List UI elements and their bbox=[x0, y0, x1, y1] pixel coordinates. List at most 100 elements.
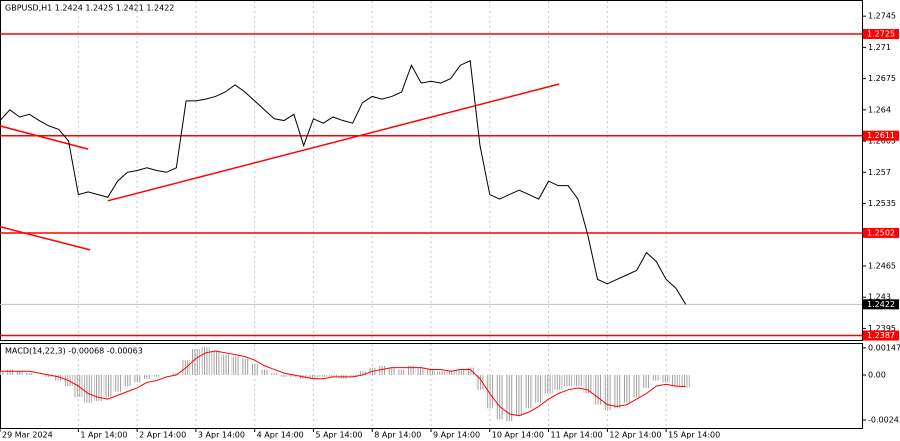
series-line bbox=[0, 60, 687, 305]
histogram-bar bbox=[554, 375, 563, 390]
histogram-bar bbox=[671, 375, 680, 387]
histogram-bar bbox=[211, 350, 220, 376]
histogram-bar bbox=[652, 375, 661, 381]
price-panel bbox=[0, 0, 863, 341]
y-tick-label: 1.2535 bbox=[868, 199, 896, 208]
histogram-bar bbox=[515, 375, 524, 416]
level-label: 1.2502 bbox=[867, 228, 895, 237]
histogram-bar bbox=[113, 375, 122, 392]
histogram-bar bbox=[358, 371, 367, 376]
histogram-bar bbox=[172, 373, 181, 376]
histogram-bar bbox=[475, 375, 484, 390]
trend-line bbox=[0, 125, 89, 150]
histogram-bar bbox=[133, 375, 142, 383]
y-tick-label: 1.2465 bbox=[868, 261, 896, 270]
histogram-bar bbox=[417, 367, 426, 376]
histogram-bar bbox=[466, 367, 475, 376]
histogram-bar bbox=[201, 347, 210, 376]
x-tick-label: 10 Apr 14:00 bbox=[492, 431, 544, 440]
current-price-box bbox=[863, 299, 899, 310]
histogram-bar bbox=[485, 375, 494, 409]
histogram-bar bbox=[573, 375, 582, 387]
level-label: 1.2725 bbox=[867, 30, 895, 39]
histogram-bar bbox=[681, 375, 690, 388]
histogram-bar bbox=[427, 369, 435, 376]
histogram-bar bbox=[456, 369, 465, 376]
histogram-bar bbox=[348, 375, 357, 377]
histogram-bar bbox=[250, 363, 259, 376]
x-tick-label: 8 Apr 14:00 bbox=[374, 431, 421, 440]
histogram-bar bbox=[505, 375, 514, 422]
series-line bbox=[0, 350, 686, 417]
histogram-bar bbox=[221, 354, 230, 376]
y-tick-label: 0.00147 bbox=[868, 343, 900, 352]
histogram-bar bbox=[231, 356, 240, 376]
trend-line bbox=[0, 225, 91, 251]
y-tick-label: 1.243 bbox=[868, 293, 891, 302]
y-tick-label: 1.2395 bbox=[868, 324, 896, 333]
y-tick-label: 1.2675 bbox=[868, 74, 896, 83]
histogram-bar bbox=[642, 375, 651, 388]
level-label-box bbox=[863, 29, 899, 40]
level-label: 1.2611 bbox=[867, 131, 895, 140]
x-tick-label: 15 Apr 14:00 bbox=[668, 431, 720, 440]
histogram-bar bbox=[564, 375, 573, 387]
histogram-bar bbox=[319, 375, 328, 377]
histogram-bar bbox=[0, 371, 4, 376]
y-tick-label: 0.00 bbox=[868, 371, 886, 380]
histogram-bar bbox=[142, 375, 151, 379]
histogram-bar bbox=[544, 375, 553, 394]
x-tick-label: 11 Apr 14:00 bbox=[551, 431, 603, 440]
histogram-bar bbox=[407, 365, 416, 376]
histogram-bar bbox=[270, 373, 279, 376]
histogram-bar bbox=[25, 373, 34, 376]
histogram-bar bbox=[613, 375, 622, 409]
current-price-label: 1.2422 bbox=[867, 300, 895, 309]
x-tick-label: 9 Apr 14:00 bbox=[433, 431, 480, 440]
level-label: 1.2387 bbox=[867, 331, 895, 340]
histogram-bar bbox=[240, 358, 249, 376]
histogram-bar bbox=[446, 371, 455, 376]
histogram-bar bbox=[583, 375, 592, 394]
x-tick-label: 1 Apr 14:00 bbox=[80, 431, 127, 440]
histogram-bar bbox=[260, 369, 269, 376]
histogram-bar bbox=[5, 369, 14, 376]
histogram-bar bbox=[309, 375, 318, 379]
histogram-bar bbox=[524, 375, 533, 409]
y-tick-label: -0.00243 bbox=[868, 415, 900, 424]
level-label-box bbox=[863, 227, 899, 238]
y-tick-label: 1.2605 bbox=[868, 137, 896, 146]
histogram-bar bbox=[152, 375, 161, 377]
histogram-bar bbox=[534, 375, 543, 403]
x-tick-label: 5 Apr 14:00 bbox=[315, 431, 362, 440]
histogram-bar bbox=[84, 375, 93, 403]
histogram-bar bbox=[280, 375, 289, 377]
x-tick-label: 12 Apr 14:00 bbox=[609, 431, 661, 440]
y-tick-label: 1.2745 bbox=[868, 12, 896, 21]
histogram-bar bbox=[54, 375, 63, 381]
histogram-bar bbox=[436, 371, 445, 376]
histogram-bar bbox=[329, 375, 338, 377]
histogram-bar bbox=[103, 375, 112, 398]
histogram-bar bbox=[495, 375, 504, 420]
histogram-bar bbox=[191, 349, 200, 376]
histogram-bar bbox=[378, 365, 387, 376]
level-label-box bbox=[863, 330, 899, 341]
histogram-bar bbox=[632, 375, 641, 398]
x-tick-label: 2 Apr 14:00 bbox=[139, 431, 186, 440]
y-tick-label: 1.271 bbox=[868, 43, 891, 52]
x-tick-label: 4 Apr 14:00 bbox=[257, 431, 304, 440]
chart-title: GBPUSD,H1 1.2424 1.2425 1.2421 1.2422 bbox=[5, 4, 174, 13]
histogram-bar bbox=[15, 371, 24, 376]
x-tick-label: 29 Mar 2024 bbox=[2, 431, 53, 440]
histogram-bar bbox=[44, 375, 53, 377]
y-tick-label: 1.264 bbox=[868, 105, 891, 114]
x-tick-label: 3 Apr 14:00 bbox=[198, 431, 245, 440]
histogram-bar bbox=[662, 375, 671, 383]
histogram-bar bbox=[387, 367, 396, 376]
trend-line bbox=[107, 83, 560, 202]
histogram-bar bbox=[123, 375, 132, 387]
level-label-box bbox=[863, 130, 899, 141]
histogram-bar bbox=[93, 375, 102, 401]
